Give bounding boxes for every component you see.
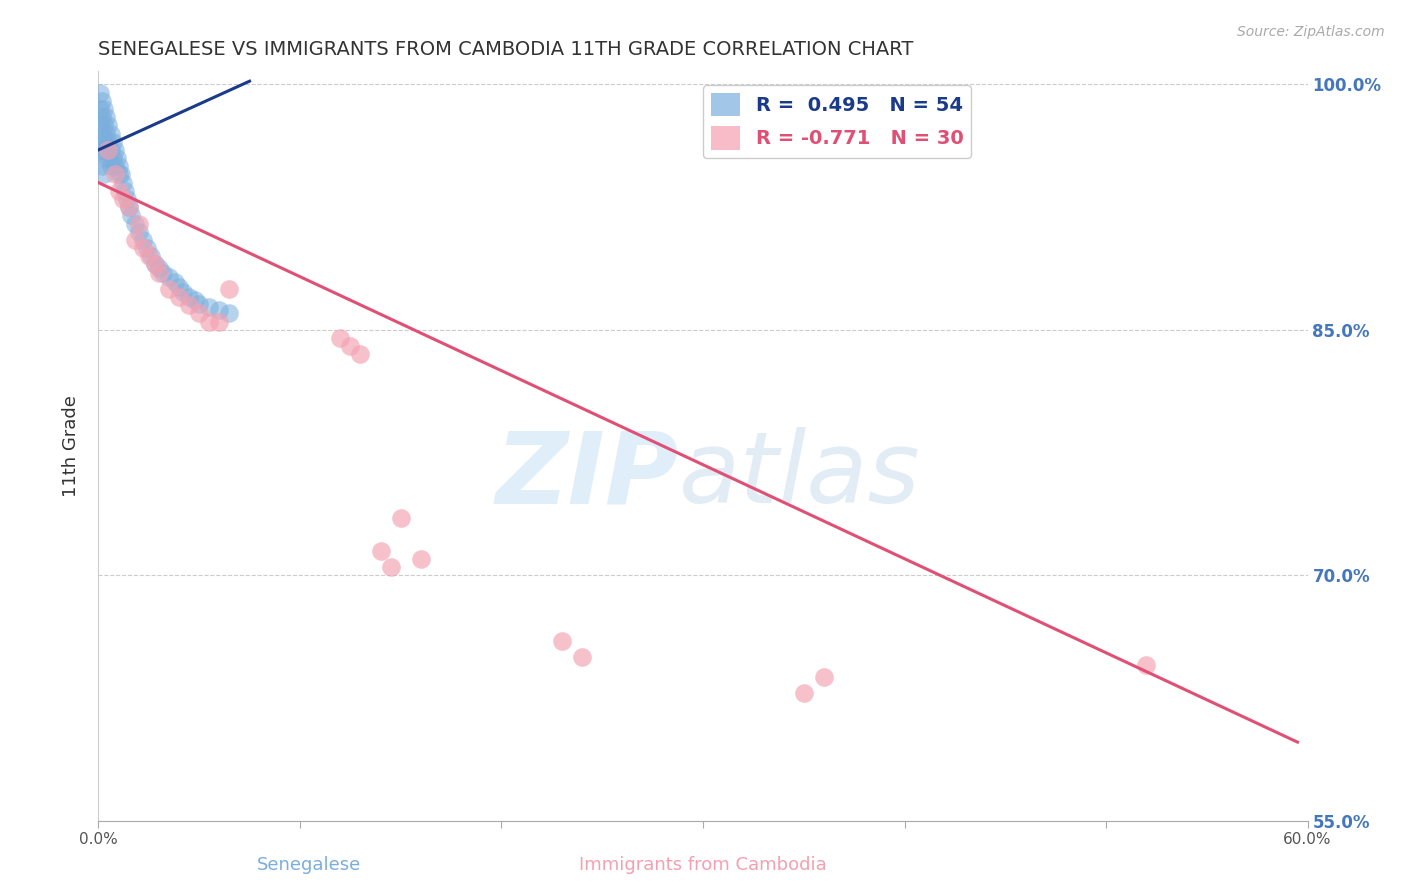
Point: [349, 347, 371, 361]
Point: [103, 143, 125, 157]
Point: [100, 127, 122, 141]
Point: [118, 200, 141, 214]
Point: [114, 184, 136, 198]
Point: [218, 306, 240, 320]
Point: [172, 285, 194, 300]
Point: [120, 208, 142, 222]
Point: [551, 633, 574, 648]
Text: ZIP: ZIP: [496, 427, 679, 524]
Point: [124, 233, 146, 247]
Point: [1135, 658, 1157, 673]
Point: [93, 119, 115, 133]
Point: [107, 168, 129, 182]
Point: [124, 217, 146, 231]
Point: [91, 94, 114, 108]
Point: [409, 552, 432, 566]
Point: [97, 143, 120, 157]
Point: [571, 650, 593, 665]
Point: [91, 143, 114, 157]
Legend: R =  0.495   N = 54, R = -0.771   N = 30: R = 0.495 N = 54, R = -0.771 N = 30: [703, 85, 972, 158]
Point: [389, 511, 412, 525]
Point: [93, 135, 115, 149]
Point: [148, 266, 170, 280]
Point: [135, 241, 157, 255]
Text: Source: ZipAtlas.com: Source: ZipAtlas.com: [1237, 25, 1385, 39]
Point: [163, 276, 186, 290]
Point: [329, 331, 352, 345]
Point: [128, 217, 150, 231]
Y-axis label: 11th Grade: 11th Grade: [62, 395, 80, 497]
Point: [198, 300, 221, 314]
Point: [813, 670, 835, 684]
Point: [103, 168, 125, 182]
Point: [167, 290, 190, 304]
Text: Immigrants from Cambodia: Immigrants from Cambodia: [579, 855, 827, 873]
Point: [93, 102, 115, 116]
Text: SENEGALESE VS IMMIGRANTS FROM CAMBODIA 11TH GRADE CORRELATION CHART: SENEGALESE VS IMMIGRANTS FROM CAMBODIA 1…: [98, 39, 914, 59]
Point: [218, 282, 240, 296]
Point: [91, 110, 114, 124]
Point: [118, 200, 141, 214]
Point: [380, 560, 402, 574]
Point: [179, 298, 201, 312]
Text: atlas: atlas: [679, 427, 921, 524]
Point: [100, 143, 122, 157]
Point: [89, 135, 111, 149]
Text: Senegalese: Senegalese: [257, 855, 361, 873]
Point: [184, 293, 207, 308]
Point: [188, 306, 211, 320]
Point: [111, 176, 134, 190]
Point: [793, 686, 815, 700]
Point: [198, 315, 221, 329]
Point: [89, 102, 111, 116]
Point: [101, 135, 124, 149]
Point: [143, 257, 166, 271]
Point: [89, 119, 111, 133]
Point: [139, 249, 162, 263]
Point: [96, 143, 118, 157]
Point: [157, 270, 180, 285]
Point: [97, 151, 120, 165]
Point: [111, 192, 134, 206]
Point: [91, 159, 114, 173]
Point: [93, 168, 115, 182]
Point: [96, 110, 118, 124]
Point: [103, 159, 125, 173]
Point: [143, 257, 166, 271]
Point: [188, 296, 211, 310]
Point: [100, 159, 122, 173]
Point: [157, 282, 180, 296]
Point: [96, 127, 118, 141]
Point: [107, 159, 129, 173]
Point: [208, 315, 231, 329]
Point: [110, 168, 132, 182]
Point: [107, 184, 129, 198]
Point: [208, 303, 231, 318]
Point: [167, 280, 190, 294]
Point: [152, 266, 174, 280]
Point: [91, 127, 114, 141]
Point: [179, 290, 201, 304]
Point: [97, 135, 120, 149]
Point: [370, 543, 392, 558]
Point: [148, 260, 170, 275]
Point: [105, 151, 128, 165]
Point: [339, 339, 361, 353]
Point: [93, 151, 115, 165]
Point: [132, 241, 155, 255]
Point: [101, 151, 124, 165]
Point: [89, 86, 111, 100]
Point: [138, 249, 160, 263]
Point: [128, 225, 150, 239]
Point: [97, 119, 120, 133]
Point: [132, 233, 155, 247]
Point: [115, 192, 138, 206]
